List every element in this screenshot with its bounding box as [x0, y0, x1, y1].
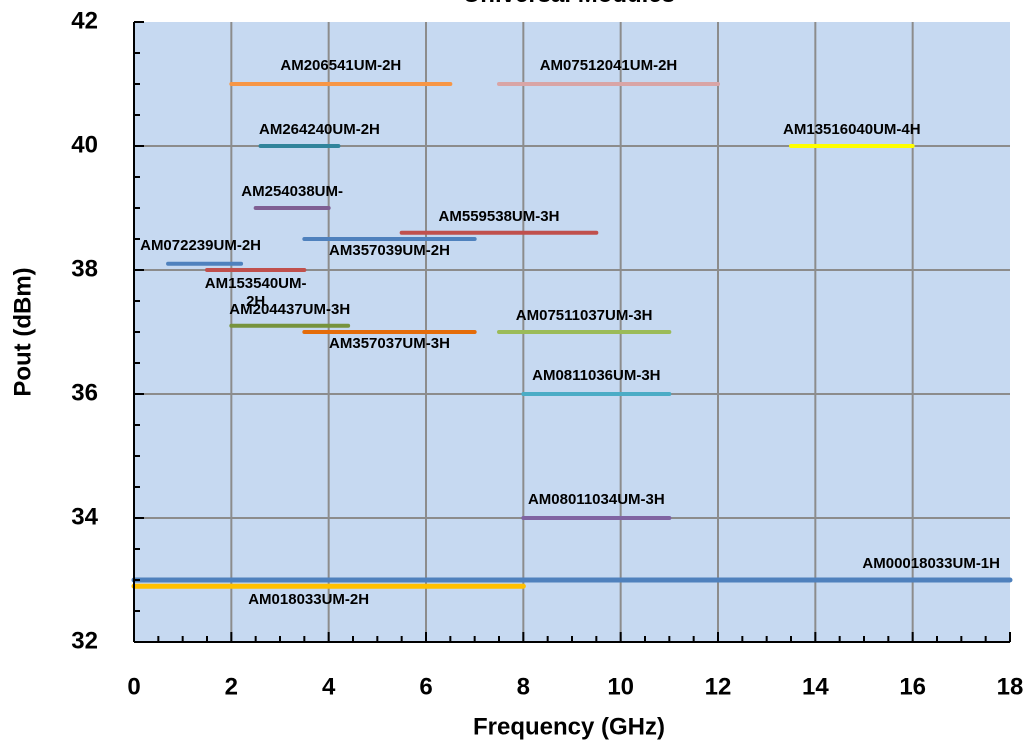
y-tick-label: 34 [71, 503, 98, 530]
data-label: AM357037UM-3H [329, 335, 450, 352]
axis-layer: 0 2 4 6 8 10 12 14 16 18 32 34 36 38 40 42 [71, 7, 1023, 700]
data-label-line: AM357039UM-2H [329, 242, 450, 259]
data-label: AM07512041UM-2H [540, 57, 678, 74]
data-label: AM254038UM- [241, 183, 343, 200]
data-label-line: AM254038UM- [241, 183, 343, 200]
data-label-layer: AM206541UM-2H AM07512041UM-2H AM264240UM-2… [140, 57, 1000, 608]
series-layer [131, 82, 1013, 589]
y-tick-label: 36 [71, 379, 98, 406]
data-label-line: AM00018033UM-1H [862, 555, 1000, 572]
data-label: AM018033UM-2H [248, 591, 369, 608]
data-label: AM206541UM-2H [280, 57, 401, 74]
data-label: AM072239UM-2H [140, 237, 261, 254]
x-tick-label: 6 [419, 673, 432, 700]
data-label-line: AM018033UM-2H [248, 591, 369, 608]
y-tick-label: 38 [71, 255, 98, 282]
x-tick-label: 4 [322, 673, 336, 700]
data-label-line: AM357037UM-3H [329, 335, 450, 352]
y-tick-label: 32 [71, 627, 98, 654]
data-label-line: AM0811036UM-3H [532, 367, 660, 384]
data-label: AM13516040UM-4H [783, 121, 921, 138]
data-label: AM204437UM-3H [229, 301, 350, 318]
x-tick-label: 18 [997, 673, 1024, 700]
x-tick-label: 2 [225, 673, 238, 700]
data-label: AM0811036UM-3H [532, 367, 660, 384]
x-tick-label: 16 [899, 673, 926, 700]
data-label: AM08011034UM-3H [528, 491, 665, 508]
data-label: AM07511037UM-3H [516, 307, 653, 324]
data-label-line: AM264240UM-2H [259, 121, 380, 138]
y-tick-label: 40 [71, 131, 98, 158]
data-label-line: AM206541UM-2H [280, 57, 401, 74]
x-tick-label: 0 [127, 673, 140, 700]
data-label-line: AM07512041UM-2H [540, 57, 678, 74]
y-tick-label: 42 [71, 7, 98, 34]
data-label: AM357039UM-2H [329, 242, 450, 259]
grid-layer [134, 22, 1010, 642]
data-label-line: AM153540UM- [205, 275, 307, 292]
data-label-line: 2H [246, 293, 265, 310]
data-label: AM264240UM-2H [259, 121, 380, 138]
x-tick-label: 14 [802, 673, 829, 700]
x-tick-label: 10 [607, 673, 634, 700]
data-label-line: AM072239UM-2H [140, 237, 261, 254]
data-label: AM559538UM-3H [439, 208, 560, 225]
chart-title: Universal Modules [463, 0, 675, 8]
data-label-line: AM07511037UM-3H [516, 307, 653, 324]
x-tick-label: 12 [705, 673, 732, 700]
x-axis-title: Frequency (GHz) [473, 713, 665, 740]
data-label-line: AM13516040UM-4H [783, 121, 921, 138]
data-label: AM00018033UM-1H [862, 555, 1000, 572]
x-tick-label: 8 [517, 673, 530, 700]
data-label-line: AM559538UM-3H [439, 208, 560, 225]
data-label-line: AM204437UM-3H [229, 301, 350, 318]
data-label: AM153540UM-2H [205, 275, 307, 310]
y-axis-title: Pout (dBm) [9, 267, 36, 396]
data-label-line: AM08011034UM-3H [528, 491, 665, 508]
